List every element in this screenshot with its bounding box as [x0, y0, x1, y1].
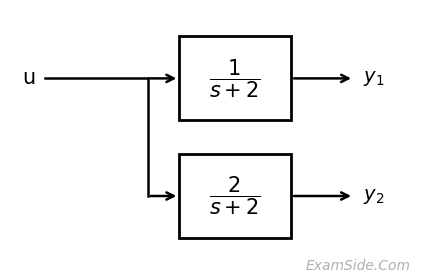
Bar	[179, 154, 291, 238]
Text: $\dfrac{1}{s+2}$: $\dfrac{1}{s+2}$	[209, 57, 261, 100]
Text: u: u	[22, 68, 35, 88]
Text: ExamSide.Com: ExamSide.Com	[306, 259, 411, 273]
Text: $\dfrac{2}{s+2}$: $\dfrac{2}{s+2}$	[209, 175, 261, 217]
Text: $y_1$: $y_1$	[363, 69, 384, 88]
Text: $y_2$: $y_2$	[363, 186, 384, 206]
Bar	[179, 36, 291, 120]
